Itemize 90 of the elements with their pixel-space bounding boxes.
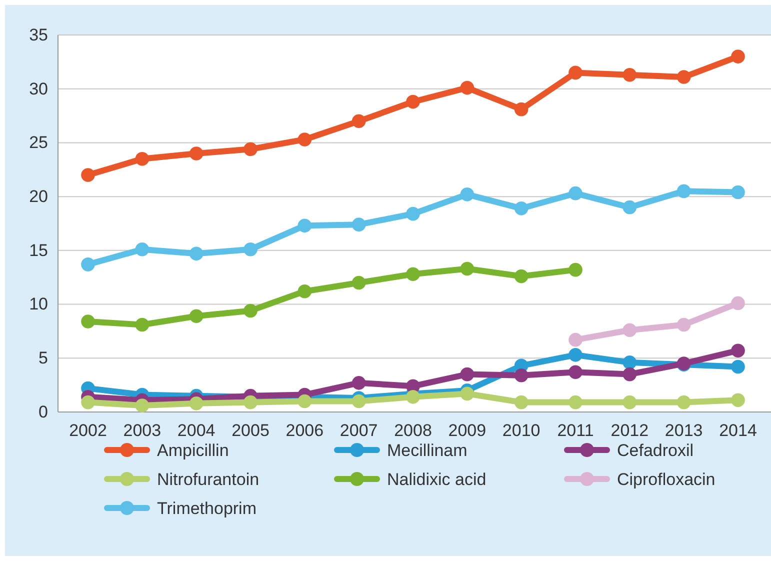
- y-tick-label: 0: [38, 402, 48, 422]
- point: [622, 356, 637, 370]
- point: [81, 314, 95, 328]
- point: [731, 296, 745, 310]
- point: [622, 68, 637, 82]
- y-tick-label: 25: [29, 133, 48, 152]
- point: [514, 102, 528, 116]
- point: [135, 152, 150, 166]
- point: [189, 146, 204, 160]
- legend-label: Ciprofloxacin: [617, 470, 716, 489]
- point: [406, 390, 420, 404]
- x-tick-label: 2004: [177, 421, 216, 440]
- point: [406, 94, 420, 109]
- point: [676, 318, 691, 332]
- point: [244, 304, 258, 318]
- point: [731, 344, 745, 358]
- legend-label: Mecillinam: [387, 441, 468, 460]
- point: [298, 284, 312, 298]
- point: [244, 142, 258, 156]
- point: [568, 262, 582, 277]
- point: [189, 246, 204, 261]
- point: [298, 132, 312, 146]
- x-tick-label: 2006: [286, 421, 324, 440]
- x-tick-label: 2011: [557, 421, 594, 440]
- x-tick-label: 2009: [448, 421, 486, 440]
- legend-label: Trimethoprim: [157, 499, 256, 518]
- point: [352, 376, 366, 390]
- x-tick-label: 2002: [69, 421, 107, 440]
- x-tick-label: 2013: [664, 421, 703, 440]
- point: [460, 386, 474, 401]
- point: [514, 395, 528, 410]
- point: [568, 332, 582, 347]
- point: [514, 269, 528, 284]
- point: [676, 395, 691, 410]
- point: [298, 218, 312, 233]
- point: [81, 395, 95, 410]
- point: [135, 318, 150, 332]
- x-tick-label: 2010: [502, 421, 540, 440]
- point: [352, 276, 366, 290]
- point: [622, 323, 637, 338]
- point: [676, 184, 691, 198]
- point: [352, 394, 366, 408]
- y-tick-label: 30: [29, 79, 48, 98]
- point: [460, 262, 474, 276]
- legend-label: Cefadroxil: [617, 441, 694, 460]
- point: [352, 114, 366, 128]
- x-tick-label: 2008: [394, 421, 432, 440]
- point: [460, 188, 474, 202]
- legend-label: Ampicillin: [157, 441, 229, 460]
- point: [135, 242, 150, 256]
- legend-label: Nalidixic acid: [387, 470, 486, 489]
- point: [622, 200, 637, 214]
- point: [568, 395, 582, 410]
- point: [406, 267, 420, 282]
- point: [244, 242, 258, 256]
- point: [622, 395, 637, 410]
- point: [622, 367, 637, 382]
- point: [135, 398, 150, 412]
- y-tick-label: 35: [29, 25, 48, 44]
- point: [514, 202, 528, 216]
- x-tick-label: 2012: [610, 421, 649, 440]
- point: [568, 186, 582, 200]
- point: [189, 396, 204, 410]
- point: [244, 395, 258, 410]
- point: [189, 309, 204, 324]
- point: [731, 185, 745, 200]
- y-tick-label: 15: [29, 240, 48, 260]
- y-tick-label: 20: [29, 187, 48, 206]
- point: [460, 367, 474, 382]
- point: [568, 365, 582, 380]
- x-tick-label: 2005: [232, 421, 270, 440]
- point: [406, 206, 420, 221]
- point: [352, 218, 366, 232]
- point: [81, 168, 95, 182]
- point: [568, 348, 582, 362]
- x-tick-label: 2003: [123, 421, 162, 440]
- point: [731, 50, 745, 64]
- point: [298, 394, 312, 408]
- y-tick-label: 5: [38, 348, 48, 368]
- x-tick-label: 2014: [719, 421, 757, 440]
- point: [731, 393, 745, 408]
- y-tick-label: 10: [29, 294, 48, 314]
- x-tick-label: 2007: [340, 421, 378, 440]
- point: [676, 70, 691, 84]
- legend-label: Nitrofurantoin: [157, 470, 260, 489]
- point: [514, 368, 528, 382]
- point: [81, 258, 95, 272]
- point: [731, 360, 745, 374]
- point: [460, 80, 474, 95]
- point: [568, 66, 582, 80]
